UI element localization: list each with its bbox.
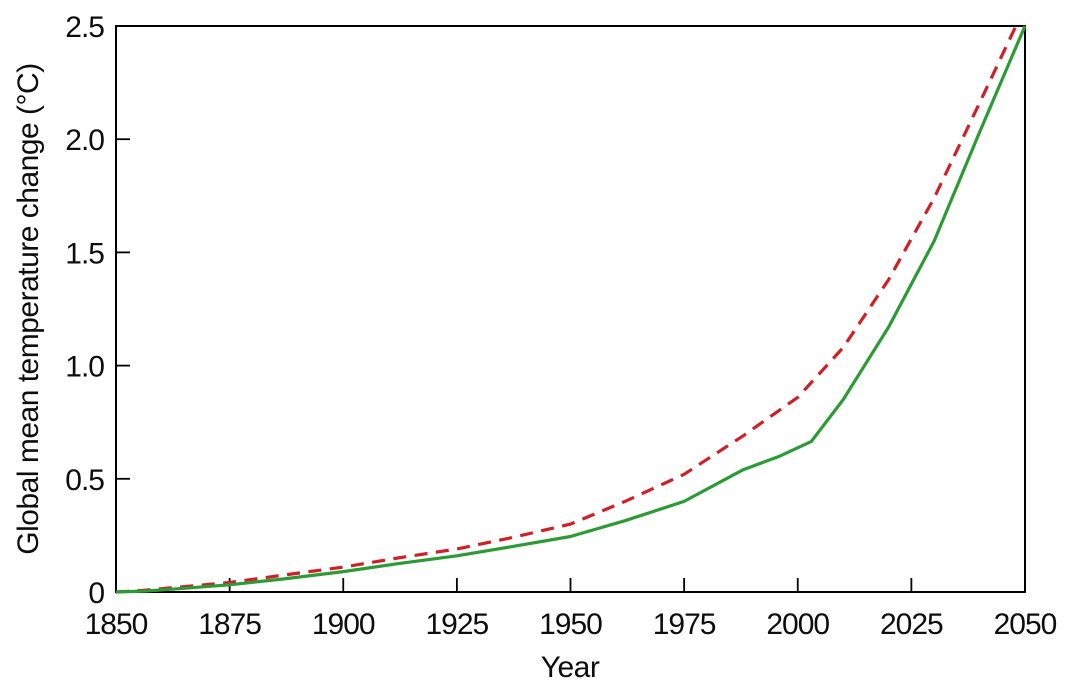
plot-border: [115, 25, 1026, 593]
green-solid-curve: [115, 25, 1027, 594]
x-tick-label: 1900: [312, 608, 375, 641]
y-axis-title: Global mean temperature change (°C): [12, 63, 45, 555]
y-tick-label: 2.5: [65, 11, 104, 44]
x-tick-label: 2000: [766, 608, 829, 641]
y-tick-label: 1.5: [65, 237, 104, 270]
y-tick-label: 2.0: [65, 124, 104, 157]
x-tick-label: 1850: [85, 608, 148, 641]
x-tick-label: 1925: [426, 608, 489, 641]
y-tick-label: 0.5: [65, 464, 104, 497]
x-tick-label: 1950: [539, 608, 602, 641]
x-axis-title: Year: [540, 651, 600, 684]
x-tick-label: 2050: [994, 608, 1057, 641]
x-tick-label: 1875: [198, 608, 261, 641]
x-tick-label: 1975: [653, 608, 716, 641]
x-tick-label: 2025: [880, 608, 943, 641]
y-tick-label: 1.0: [65, 351, 104, 384]
red-dashed-curve: [115, 25, 1018, 594]
y-tick-label: 0: [88, 577, 104, 610]
